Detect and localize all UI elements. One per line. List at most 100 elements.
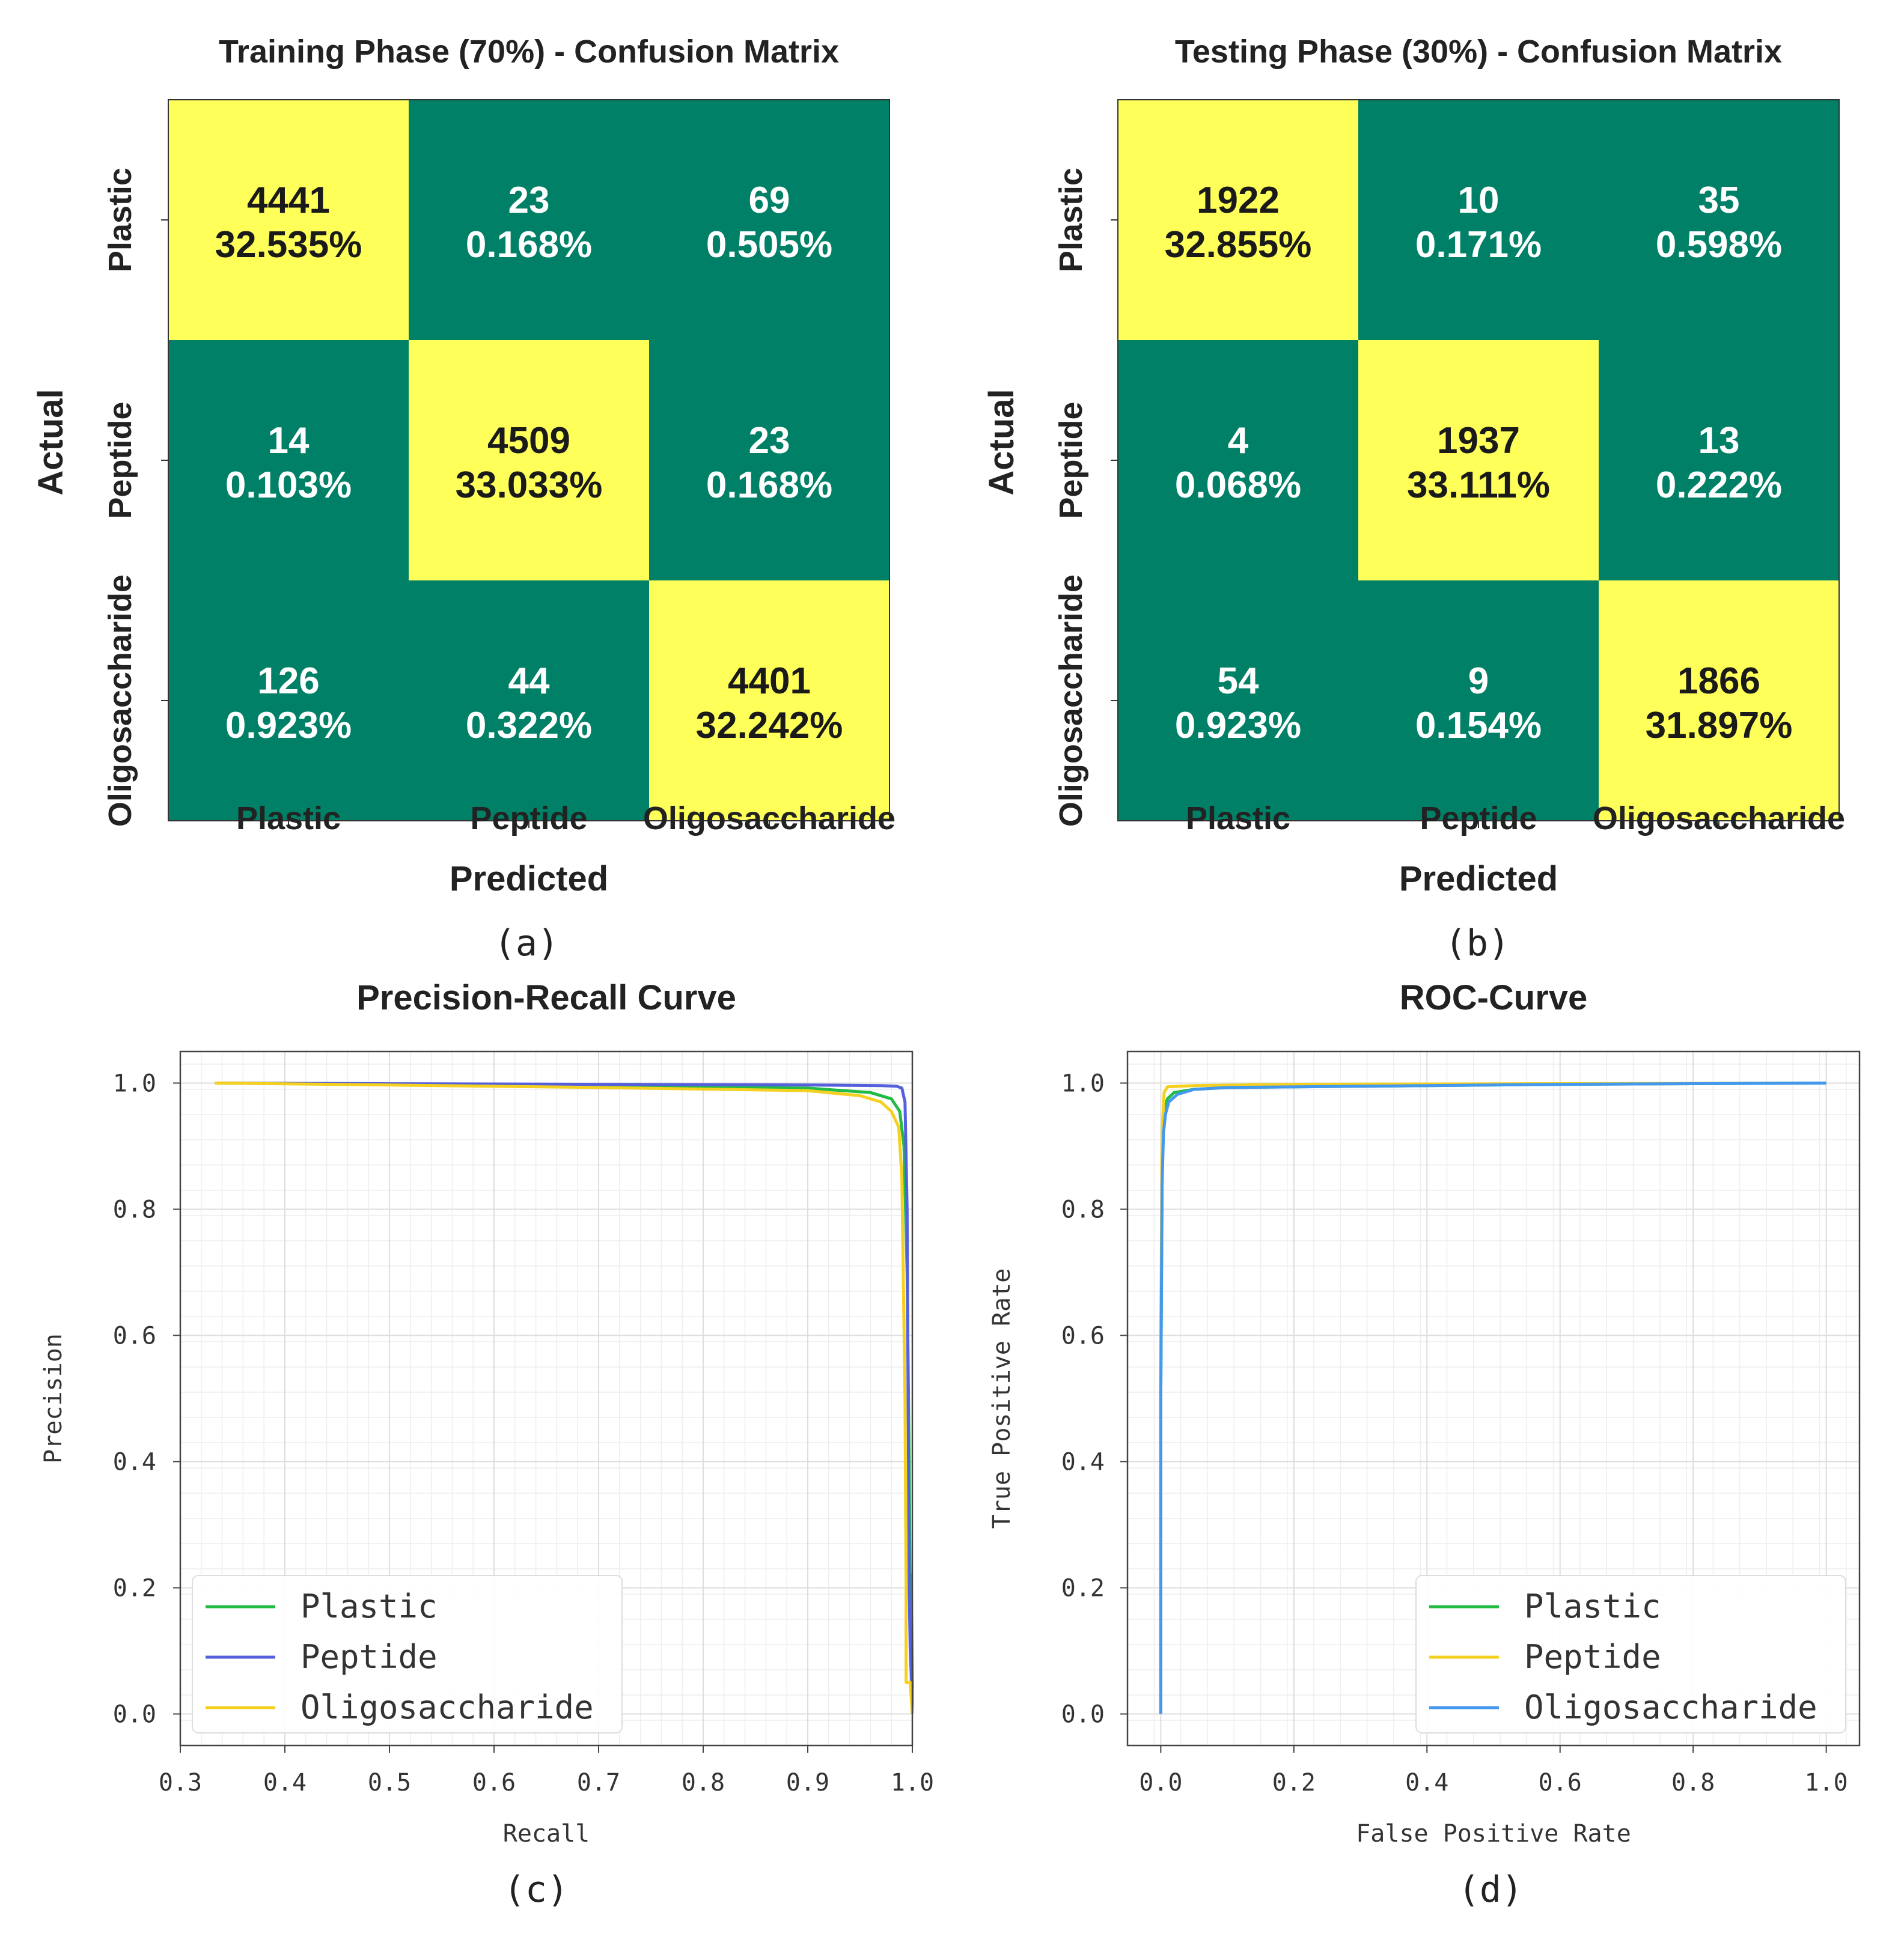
legend: Plastic Peptide Oligosaccharide	[1415, 1575, 1846, 1733]
x-tick-label: Oligosaccharide	[643, 800, 896, 836]
heatmap-cell	[1599, 580, 1839, 821]
cell-percent-label: 0.171%	[1415, 224, 1542, 266]
x-axis-title: Predicted	[1399, 859, 1558, 898]
x-tick-label: 0.4	[1405, 1769, 1448, 1797]
cell-percent-label: 0.103%	[225, 464, 352, 506]
heatmap-cell	[168, 100, 409, 340]
chart-title: Precision-Recall Curve	[356, 978, 736, 1017]
cell-percent-label: 0.598%	[1656, 224, 1782, 266]
y-tick-label: Oligosaccharide	[102, 574, 138, 827]
cell-percent-label: 0.923%	[225, 705, 352, 746]
confusion-matrix-testing-panel: Testing Phase (30%) - Confusion Matrix 19…	[982, 34, 1845, 964]
x-axis-title: False Positive Rate	[1356, 1820, 1631, 1848]
series-line-oligosaccharide	[1159, 1082, 1826, 1714]
x-tick-label: 0.7	[577, 1769, 620, 1797]
y-tick-label: 1.0	[113, 1070, 156, 1098]
heatmap-cell	[409, 580, 649, 821]
cell-percent-label: 0.154%	[1415, 705, 1542, 746]
heatmap-cell	[168, 580, 409, 821]
heatmap-cell	[1599, 100, 1839, 340]
panel-label: (c)	[504, 1869, 569, 1911]
cell-count-label: 35	[1698, 180, 1740, 221]
cell-percent-label: 0.168%	[466, 224, 592, 266]
chart-title: Testing Phase (30%) - Confusion Matrix	[1175, 34, 1782, 70]
heatmap-cell	[649, 340, 889, 580]
cell-percent-label: 0.222%	[1656, 464, 1782, 506]
confusion-matrix-training-panel: Training Phase (70%) - Confusion Matrix 4…	[31, 34, 896, 964]
heatmap-cell	[409, 100, 649, 340]
x-tick-label: 0.4	[263, 1769, 307, 1797]
y-tick-label: 0.4	[1061, 1449, 1105, 1476]
legend-label: Peptide	[1524, 1638, 1661, 1676]
cell-count-label: 1937	[1437, 420, 1520, 461]
y-axis-title: Precision	[40, 1333, 67, 1464]
y-tick-label: 0.2	[1061, 1575, 1105, 1603]
series-line-oligosaccharide	[215, 1082, 914, 1714]
y-tick-label: 0.6	[113, 1323, 156, 1350]
y-tick-label: Plastic	[1053, 168, 1089, 272]
plot-frame	[1126, 1050, 1861, 1747]
y-tick-label: 1.0	[1061, 1070, 1105, 1098]
x-tick-label: Oligosaccharide	[1593, 800, 1845, 836]
heatmap-cell	[1358, 340, 1599, 580]
legend-label: Oligosaccharide	[301, 1688, 594, 1726]
cell-count-label: 1866	[1677, 660, 1760, 702]
x-tick-label: Plastic	[1186, 800, 1290, 836]
x-tick-label: 0.3	[159, 1769, 202, 1797]
cell-percent-label: 33.033%	[456, 464, 603, 506]
cell-count-label: 9	[1468, 660, 1489, 702]
y-axis-title: Actual	[31, 389, 70, 495]
cell-count-label: 4441	[247, 180, 330, 221]
x-tick-label: Peptide	[470, 800, 587, 836]
precision-recall-panel: Precision-Recall Curve 0.3 0.4 0.5 0.6 0.7 0.8…	[40, 978, 934, 1911]
cell-count-label: 4401	[728, 660, 811, 702]
x-tick-label: 0.6	[1539, 1769, 1582, 1797]
legend-box	[192, 1575, 623, 1733]
x-axis-title: Predicted	[450, 859, 608, 898]
cell-count-label: 54	[1218, 660, 1259, 702]
y-axis-title: True Positive Rate	[988, 1268, 1016, 1529]
cell-percent-label: 32.855%	[1165, 224, 1312, 266]
y-tick-label: Plastic	[102, 168, 138, 272]
cell-count-label: 1922	[1197, 180, 1280, 221]
chart-title: Training Phase (70%) - Confusion Matrix	[219, 34, 839, 70]
legend-box	[1415, 1575, 1846, 1733]
x-tick-label: 0.5	[368, 1769, 411, 1797]
x-tick-label: 0.8	[1671, 1769, 1715, 1797]
cell-count-label: 4	[1228, 420, 1249, 461]
roc-curve-panel: ROC-Curve 0.0 0.2 0.4 0.6 0.8 1.0 0.0 0.2 0.4 0.6 0…	[988, 978, 1861, 1911]
y-axis-title: Actual	[982, 389, 1021, 495]
heatmap-cell	[1118, 340, 1358, 580]
legend: Plastic Peptide Oligosaccharide	[192, 1575, 623, 1733]
cell-percent-label: 32.242%	[696, 705, 843, 746]
cell-count-label: 126	[257, 660, 319, 702]
heatmap-cell	[1599, 340, 1839, 580]
y-tick-label: 0.0	[113, 1701, 156, 1729]
x-tick-label: 1.0	[891, 1769, 934, 1797]
cell-percent-label: 0.322%	[466, 705, 592, 746]
heatmap-cell	[168, 340, 409, 580]
panel-label: (a)	[494, 922, 559, 964]
x-tick-label: 1.0	[1805, 1769, 1848, 1797]
cell-count-label: 10	[1458, 180, 1500, 221]
cell-count-label: 14	[268, 420, 310, 461]
cell-percent-label: 0.168%	[706, 464, 832, 506]
chart-title: ROC-Curve	[1400, 978, 1588, 1017]
x-tick-label: Plastic	[236, 800, 341, 836]
y-tick-label: 0.2	[113, 1575, 156, 1603]
series-line-plastic	[215, 1082, 914, 1714]
heatmap-cell	[649, 100, 889, 340]
y-tick-label: Oligosaccharide	[1053, 574, 1089, 827]
cell-count-label: 4509	[487, 420, 570, 461]
cell-count-label: 13	[1698, 420, 1740, 461]
series-line-peptide	[215, 1082, 914, 1689]
x-tick-label: 0.8	[682, 1769, 725, 1797]
cell-percent-label: 31.897%	[1646, 705, 1793, 746]
legend-label: Oligosaccharide	[1524, 1688, 1817, 1726]
cell-percent-label: 0.923%	[1175, 705, 1301, 746]
cell-percent-label: 32.535%	[215, 224, 362, 266]
y-tick-label: 0.4	[113, 1449, 156, 1476]
x-tick-label: 0.0	[1139, 1769, 1182, 1797]
x-tick-label: Peptide	[1420, 800, 1537, 836]
